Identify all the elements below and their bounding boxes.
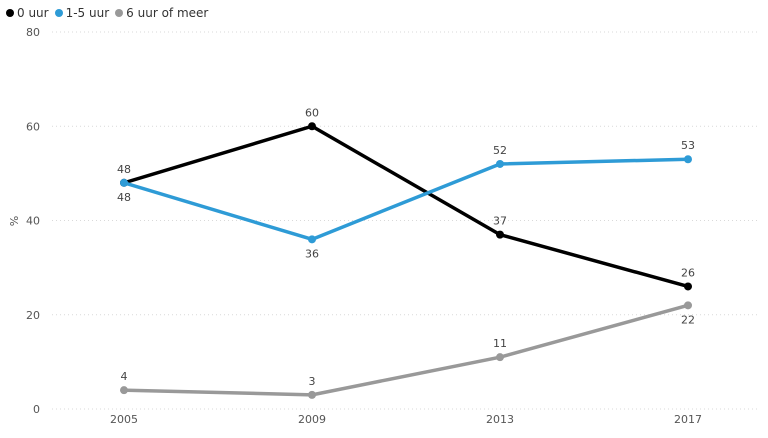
legend-label: 6 uur of meer [126,6,209,20]
y-axis-label: % [8,216,21,226]
data-label: 48 [117,163,131,176]
y-tick-label: 20 [26,309,40,322]
data-point[interactable] [120,386,128,395]
y-tick-label: 60 [26,120,40,133]
legend-label: 1-5 uur [65,6,110,20]
legend-dot-icon [115,9,124,17]
data-label: 3 [309,375,316,388]
data-point[interactable] [308,390,316,399]
data-label: 60 [305,106,319,119]
data-point[interactable] [120,178,128,187]
data-point[interactable] [684,301,692,310]
legend-dot-icon [54,9,63,17]
data-point[interactable] [496,353,504,362]
chart-legend: 0 uur 1-5 uur 6 uur of meer [6,6,208,20]
legend-item-1-5-uur[interactable]: 1-5 uur [54,6,110,20]
x-tick-label: 2005 [110,413,138,426]
data-label: 53 [681,139,695,152]
x-tick-label: 2009 [298,413,326,426]
data-point[interactable] [308,122,316,131]
legend-item-0-uur[interactable]: 0 uur [6,6,49,20]
data-point[interactable] [684,282,692,291]
series-line-0 [122,124,690,289]
data-label: 26 [681,266,695,279]
data-point[interactable] [308,235,316,244]
data-label: 48 [117,191,131,204]
y-tick-label: 80 [26,26,40,39]
data-label: 4 [121,370,128,383]
legend-item-6-uur-of-meer[interactable]: 6 uur of meer [115,6,208,20]
x-tick-label: 2017 [674,413,702,426]
x-tick-label: 2013 [486,413,514,426]
data-point[interactable] [496,230,504,239]
data-point[interactable] [684,155,692,164]
legend-label: 0 uur [17,6,49,20]
series-line-2 [122,303,690,397]
data-label: 22 [681,313,695,326]
data-label: 52 [493,144,507,157]
series-line-1 [122,157,690,242]
data-point[interactable] [496,159,504,168]
legend-dot-icon [6,9,14,17]
y-tick-label: 40 [26,215,40,228]
data-label: 11 [493,337,507,350]
y-tick-label: 0 [33,403,40,416]
data-label: 37 [493,215,507,228]
data-label: 36 [305,247,319,260]
